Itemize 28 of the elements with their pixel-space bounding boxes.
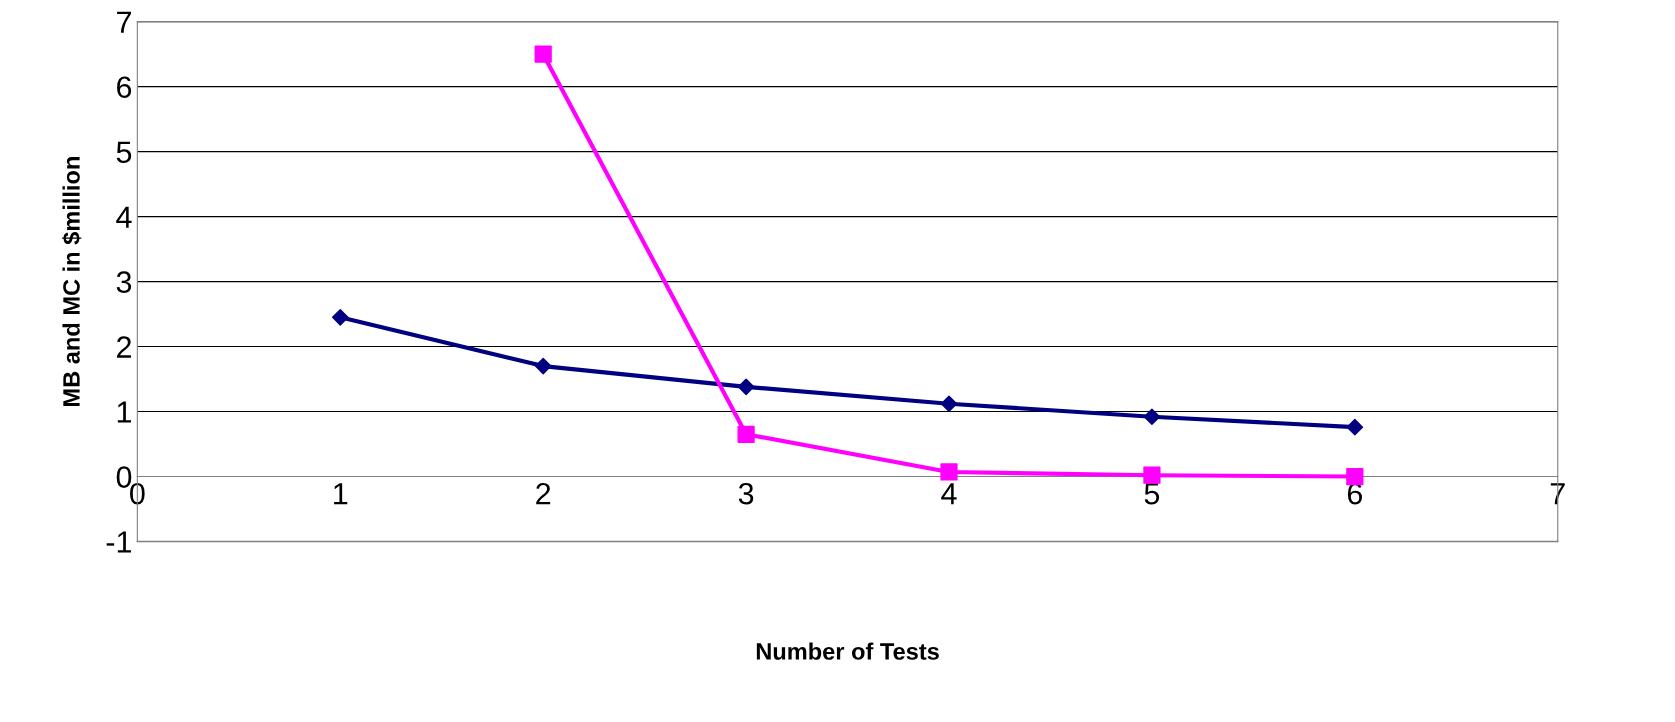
y-tick-label: 6 bbox=[117, 76, 132, 99]
point bbox=[737, 378, 755, 396]
y-tick-label: 7 bbox=[117, 11, 131, 33]
y-tick-label: 4 bbox=[116, 206, 132, 228]
point bbox=[1346, 418, 1364, 436]
point bbox=[1346, 467, 1364, 486]
point bbox=[534, 45, 552, 63]
x-tick-label: 3 bbox=[738, 482, 754, 505]
point bbox=[940, 463, 958, 481]
x-tick-label: 4 bbox=[941, 483, 957, 505]
y-tick-label: 5 bbox=[116, 141, 132, 163]
y-tick-label: 3 bbox=[116, 271, 132, 293]
y-axis-title: MB and MC in $million bbox=[62, 157, 82, 406]
point bbox=[1143, 408, 1161, 426]
x-tick-label: 2 bbox=[536, 482, 551, 505]
x-tick-label: 5 bbox=[1144, 483, 1160, 505]
y-tick-label: 1 bbox=[117, 401, 131, 423]
x-tick-label: 1 bbox=[334, 483, 348, 505]
point bbox=[331, 309, 349, 326]
y-tick-label: 2 bbox=[117, 336, 131, 358]
x-axis-title: Number of Tests bbox=[756, 642, 939, 660]
point bbox=[534, 357, 552, 375]
point bbox=[940, 395, 958, 413]
y-tick-label: 0 bbox=[116, 466, 132, 488]
y-tick-label: -1 bbox=[106, 531, 131, 553]
x-tick-label: 7 bbox=[1550, 483, 1565, 505]
point bbox=[737, 425, 755, 443]
point bbox=[1143, 466, 1161, 484]
